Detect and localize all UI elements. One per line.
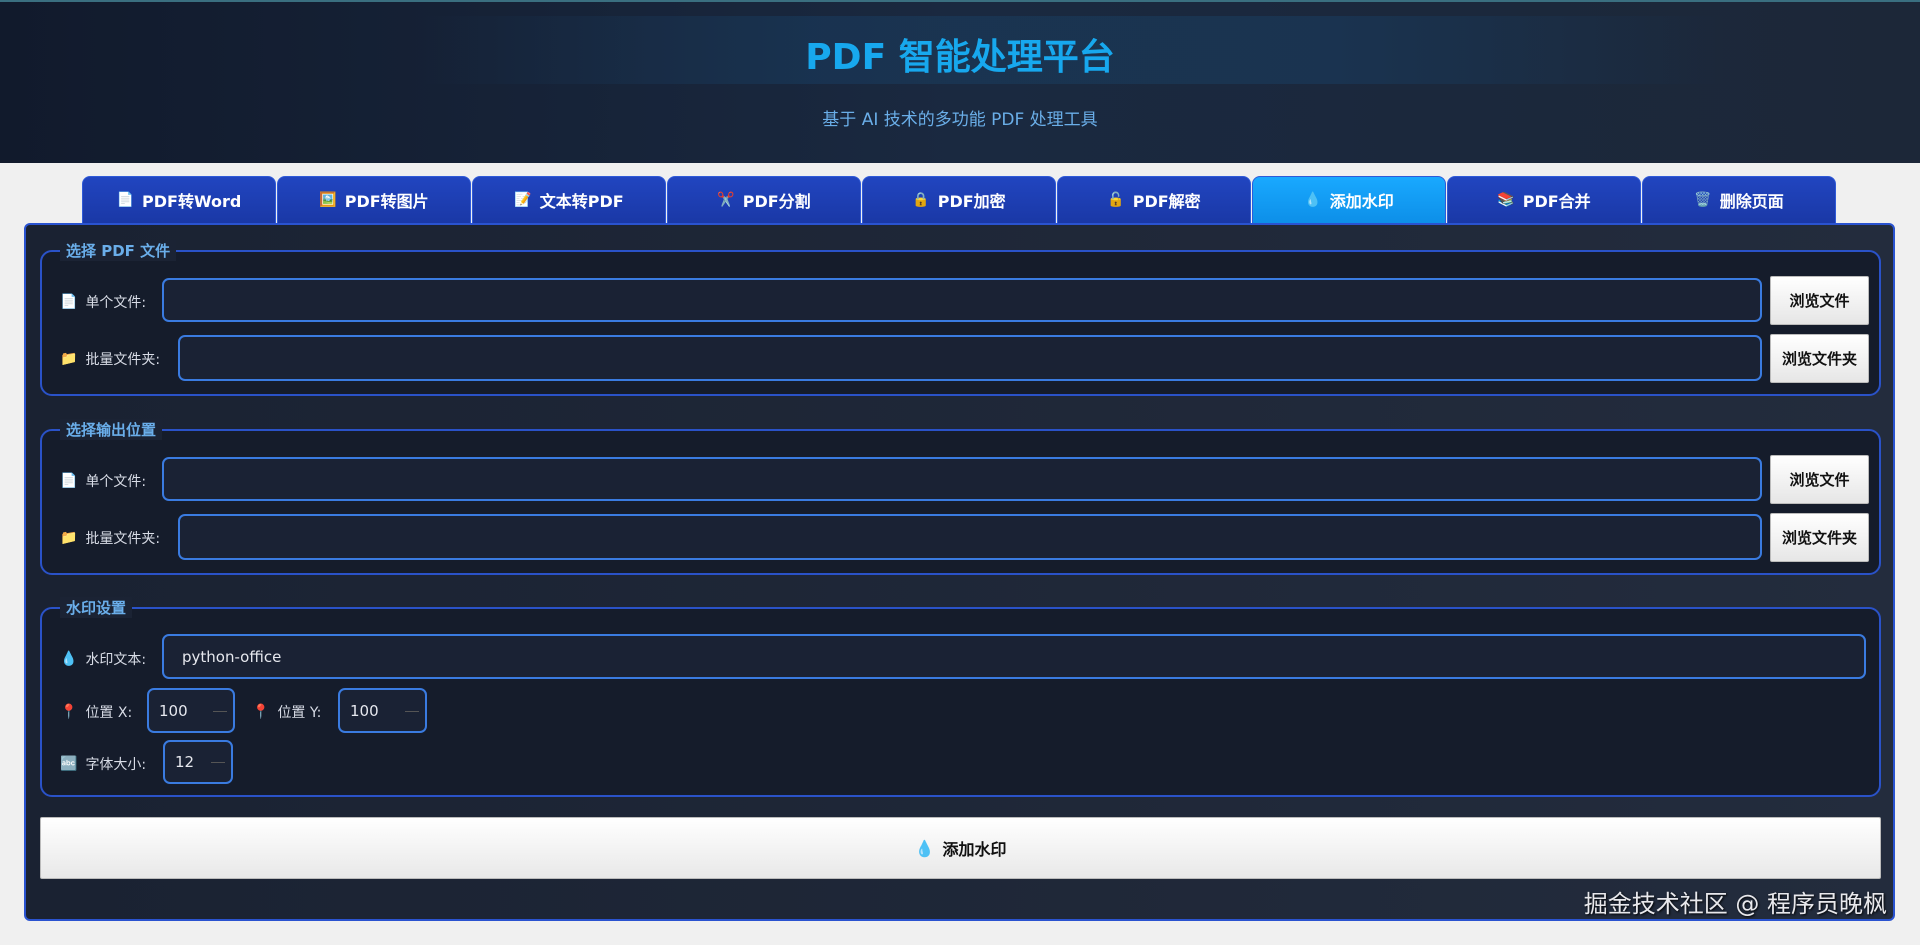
browse-file-button[interactable]: 浏览文件 [1770,455,1869,504]
pin-icon: 📍 [60,704,78,720]
page-subtitle: 基于 AI 技术的多功能 PDF 处理工具 [822,110,1098,130]
add-watermark-button[interactable]: 💧 添加水印 [40,817,1881,879]
label-text: 批量文件夹: [85,352,161,368]
tab-pdf-to-word[interactable]: 📄 PDF转Word [82,176,276,223]
tab-label: PDF分割 [742,192,811,211]
droplet-icon: 💧 [914,838,935,858]
tab-pdf-to-image[interactable]: 🖼️ PDF转图片 [277,176,471,223]
tab-label: PDF转Word [142,192,242,211]
label-text: 水印文本: [85,652,147,668]
font-size-label: 🔤 字体大小: [60,754,146,774]
button-label: 添加水印 [942,840,1007,859]
tab-text-to-pdf[interactable]: 📝 文本转PDF [472,176,666,223]
input-file-group: 选择 PDF 文件 📄 单个文件: 浏览文件 📁 批量文件夹: 浏览文件夹 [40,240,1881,396]
browse-file-button[interactable]: 浏览文件 [1770,276,1869,325]
tab-label: 文本转PDF [539,192,624,211]
file-icon: 📄 [60,473,78,489]
tab-label: 删除页面 [1719,192,1784,211]
label-text: 位置 Y: [277,705,322,721]
browse-folder-button[interactable]: 浏览文件夹 [1770,334,1869,383]
tab-label: PDF合并 [1522,192,1591,211]
input-single-file-field[interactable] [162,278,1762,322]
label-text: 单个文件: [85,474,147,490]
page-title: PDF 智能处理平台 [805,37,1115,78]
group-legend: 水印设置 [60,597,133,618]
output-folder-field[interactable] [178,514,1762,560]
tab-delete-pages[interactable]: 🗑️ 删除页面 [1642,176,1836,223]
tab-label: 添加水印 [1329,192,1394,211]
title-band [420,16,1730,84]
watermark-overlay-text: 掘金技术社区 @ 程序员晚枫 [1583,890,1887,918]
position-y-label: 📍 位置 Y: [252,702,321,722]
unlock-icon: 🔓 [1107,192,1125,208]
input-folder-field[interactable] [178,335,1762,381]
tab-pdf-merge[interactable]: 📚 PDF合并 [1447,176,1641,223]
label-text: 批量文件夹: [85,531,161,547]
label-text: 位置 X: [85,705,133,721]
position-y-spinbox[interactable]: 100 [338,688,427,733]
font-size-spinbox[interactable]: 12 [163,740,233,784]
trash-icon: 🗑️ [1694,192,1712,208]
picture-icon: 🖼️ [319,192,337,208]
droplet-icon: 💧 [1304,192,1322,208]
abc-icon: 🔤 [60,756,78,772]
books-icon: 📚 [1497,192,1515,208]
group-legend: 选择 PDF 文件 [60,240,177,261]
output-location-group: 选择输出位置 📄 单个文件: 浏览文件 📁 批量文件夹: 浏览文件夹 [40,419,1881,575]
spin-value: 12 [175,753,195,771]
spin-value: 100 [159,701,188,720]
tab-pdf-split[interactable]: ✂️ PDF分割 [667,176,861,223]
file-icon: 📄 [60,294,78,310]
tab-pdf-decrypt[interactable]: 🔓 PDF解密 [1057,176,1251,223]
tab-pdf-encrypt[interactable]: 🔒 PDF加密 [862,176,1056,223]
label-text: 单个文件: [85,295,147,311]
tab-label: PDF解密 [1132,192,1201,211]
spin-value: 100 [350,701,379,720]
header: PDF 智能处理平台 基于 AI 技术的多功能 PDF 处理工具 [0,0,1920,163]
watermark-text-label: 💧 水印文本: [60,649,146,669]
spin-buttons[interactable] [211,762,225,763]
single-file-label: 📄 单个文件: [60,471,146,491]
droplet-icon: 💧 [60,651,78,667]
group-legend: 选择输出位置 [60,419,163,440]
browse-folder-button[interactable]: 浏览文件夹 [1770,513,1869,562]
tab-bar: 📄 PDF转Word 🖼️ PDF转图片 📝 文本转PDF ✂️ PDF分割 🔒 PDF加… [82,176,1836,223]
tab-add-watermark[interactable]: 💧 添加水印 [1252,176,1446,223]
folder-label: 📁 批量文件夹: [60,349,160,369]
watermark-settings-group: 水印设置 💧 水印文本: python-office 📍 位置 X: 100 📍 位置… [40,597,1881,797]
tab-label: PDF转图片 [344,192,429,211]
watermark-text-input[interactable]: python-office [162,634,1866,679]
lock-icon: 🔒 [912,192,930,208]
folder-label: 📁 批量文件夹: [60,528,160,548]
output-single-file-field[interactable] [162,457,1762,501]
label-text: 字体大小: [85,757,147,773]
folder-icon: 📁 [60,351,78,367]
scissors-icon: ✂️ [717,192,735,208]
folder-icon: 📁 [60,530,78,546]
main-panel: 选择 PDF 文件 📄 单个文件: 浏览文件 📁 批量文件夹: 浏览文件夹 选择输出… [24,223,1895,921]
memo-icon: 📝 [514,192,532,208]
document-icon: 📄 [116,192,135,208]
spin-buttons[interactable] [213,710,227,712]
position-x-spinbox[interactable]: 100 [147,688,235,733]
single-file-label: 📄 单个文件: [60,292,146,312]
position-x-label: 📍 位置 X: [60,702,132,722]
tab-label: PDF加密 [937,192,1006,211]
pin-icon: 📍 [252,704,270,720]
spin-buttons[interactable] [405,710,419,712]
